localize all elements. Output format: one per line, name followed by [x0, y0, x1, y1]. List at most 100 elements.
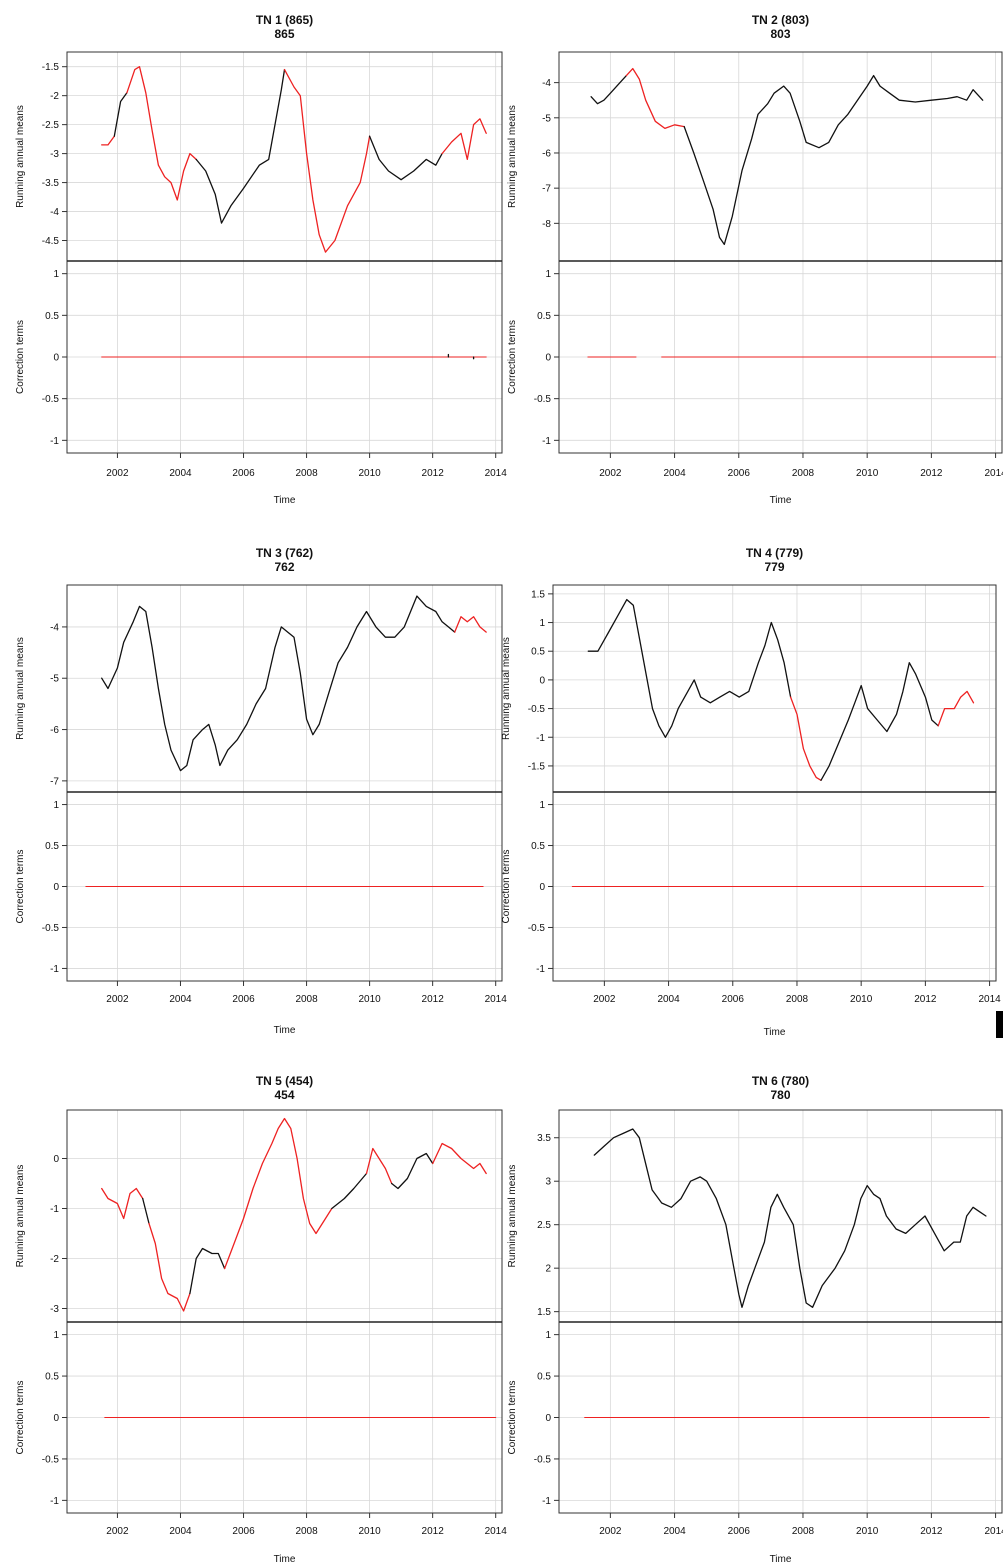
chart-panel-6: TN 6 (780)780 3.5 3 2.5 2 1.5 Running annual m…: [507, 1074, 1003, 1565]
series-line-red: [454, 616, 487, 633]
chart-title: TN 2 (803): [752, 13, 809, 27]
series-line-red: [126, 66, 197, 201]
chart-title: TN 1 (865): [256, 13, 313, 27]
y-axis-label: Correction terms: [507, 320, 518, 394]
y-tick-label: -5: [542, 113, 551, 124]
x-tick-label: 2004: [169, 994, 192, 1005]
chart-subtitle: 803: [770, 27, 790, 41]
running-means-panel: -4 -5 -6 -7 Running annual means: [15, 584, 503, 793]
y-tick-label: -0.5: [534, 394, 552, 405]
x-tick-label: 2004: [657, 994, 680, 1005]
y-tick-label: -4: [542, 78, 551, 89]
y-tick-label: -3.5: [42, 178, 60, 189]
correction-terms-panel: 1 0.5 0 -0.5 -1 Correction terms: [507, 1321, 1003, 1514]
correction-terms-panel: 1 0.5 0 -0.5 -1 Correction terms: [15, 1321, 503, 1514]
y-tick-label: 0.5: [45, 1372, 59, 1383]
correction-terms-panel: 1 0.5 0 -0.5 -1 Correction terms: [507, 260, 1003, 454]
correction-terms-panel: 1 0.5 0 -0.5 -1 Correction terms: [15, 791, 503, 982]
y-tick-label: 1.5: [531, 589, 545, 600]
series-line-black: [590, 74, 628, 105]
x-tick-label: 2006: [232, 994, 255, 1005]
series-line-red: [283, 68, 371, 253]
x-tick-label: 2006: [232, 1526, 255, 1537]
series-line-red: [625, 67, 685, 130]
y-tick-label: 2.5: [537, 1220, 551, 1231]
series-line-red: [432, 1142, 487, 1175]
y-tick-label: 0: [545, 1413, 551, 1424]
chart-title: TN 5 (454): [256, 1074, 313, 1088]
series-line-black: [195, 68, 286, 224]
y-tick-label: 0: [545, 353, 551, 364]
series-line-black: [368, 135, 443, 181]
chart-subtitle: 865: [274, 27, 294, 41]
running-means-panel: -1.5 -2 -2.5 -3 -3.5 -4 -4.5 Running annual mea…: [15, 51, 503, 262]
x-axis-label: Time: [764, 1027, 786, 1038]
x-tick-label: 2004: [663, 1526, 686, 1537]
y-tick-label: 1: [53, 800, 59, 811]
x-tick-label: 2008: [792, 468, 815, 479]
series-line-red: [148, 1222, 191, 1312]
series-line-red: [365, 1147, 393, 1185]
correction-terms-panel: 1 0.5 0 -0.5 -1 Correction terms: [501, 791, 997, 982]
running-means-panel: 1.5 1 0.5 0 -0.5 -1 -1.5 Running annual means: [501, 584, 997, 793]
y-axis-label: Running annual means: [507, 105, 518, 208]
y-tick-label: -7: [50, 776, 59, 787]
y-tick-label: -0.5: [528, 704, 546, 715]
y-tick-label: 0.5: [45, 311, 59, 322]
y-tick-label: 1: [539, 618, 545, 629]
y-tick-label: -1.5: [42, 62, 60, 73]
series-line-black: [331, 1172, 368, 1210]
y-tick-label: -1: [542, 436, 551, 447]
series-line-red: [101, 135, 115, 146]
series-line-black: [391, 1152, 434, 1190]
series-line-red: [441, 118, 487, 161]
y-axis-label: Correction terms: [15, 1381, 26, 1455]
x-tick-label: 2004: [169, 1526, 192, 1537]
chart-subtitle: 780: [770, 1088, 790, 1102]
chart-panel-2: TN 2 (803)803 -4 -5 -6 -7 -8 Running annual me…: [507, 13, 1003, 506]
plot-frame: [66, 51, 503, 262]
x-tick-label: 2002: [106, 468, 129, 479]
y-tick-label: -1: [536, 964, 545, 975]
x-tick-label: 2006: [232, 468, 255, 479]
y-tick-label: -3: [50, 149, 59, 160]
running-means-panel: 0 -1 -2 -3 Running annual means: [15, 1109, 503, 1323]
y-tick-label: -4: [50, 207, 59, 218]
y-tick-label: 0: [53, 1154, 59, 1165]
y-tick-label: -0.5: [42, 394, 60, 405]
y-tick-label: -7: [542, 184, 551, 195]
y-tick-label: 0.5: [45, 841, 59, 852]
x-axis-label: Time: [274, 495, 296, 506]
black-edge-marker: [996, 1011, 1003, 1038]
x-tick-label: 2008: [786, 994, 809, 1005]
series-line-black: [113, 92, 128, 137]
y-tick-label: 1: [53, 1330, 59, 1341]
y-tick-label: -5: [50, 674, 59, 685]
y-tick-label: -6: [542, 148, 551, 159]
y-tick-label: -1: [536, 733, 545, 744]
x-tick-label: 2010: [856, 468, 879, 479]
y-tick-label: -1: [542, 1496, 551, 1507]
y-tick-label: -0.5: [42, 923, 60, 934]
x-tick-label: 2002: [599, 1526, 622, 1537]
y-tick-label: -1: [50, 1204, 59, 1215]
y-axis-label: Running annual means: [15, 105, 26, 208]
series-line-red: [223, 1117, 333, 1270]
y-tick-label: 0: [53, 882, 59, 893]
x-axis-label: Time: [274, 1554, 296, 1565]
plot-frame: [66, 1109, 503, 1323]
x-tick-label: 2010: [358, 1526, 381, 1537]
x-tick-label: 2002: [599, 468, 622, 479]
x-tick-label: 2010: [358, 994, 381, 1005]
x-tick-label: 2012: [920, 1526, 943, 1537]
y-axis-label: Running annual means: [15, 637, 26, 740]
series-line-black: [142, 1197, 150, 1225]
y-tick-label: 0: [539, 675, 545, 686]
correction-terms-panel: 1 0.5 0 -0.5 -1 Correction terms: [15, 260, 503, 454]
series-line-black: [189, 1247, 226, 1295]
x-tick-label: 2002: [106, 1526, 129, 1537]
x-tick-label: 2006: [728, 1526, 751, 1537]
x-tick-label: 2012: [422, 468, 445, 479]
y-tick-label: -1: [50, 1496, 59, 1507]
x-tick-label: 2010: [850, 994, 873, 1005]
